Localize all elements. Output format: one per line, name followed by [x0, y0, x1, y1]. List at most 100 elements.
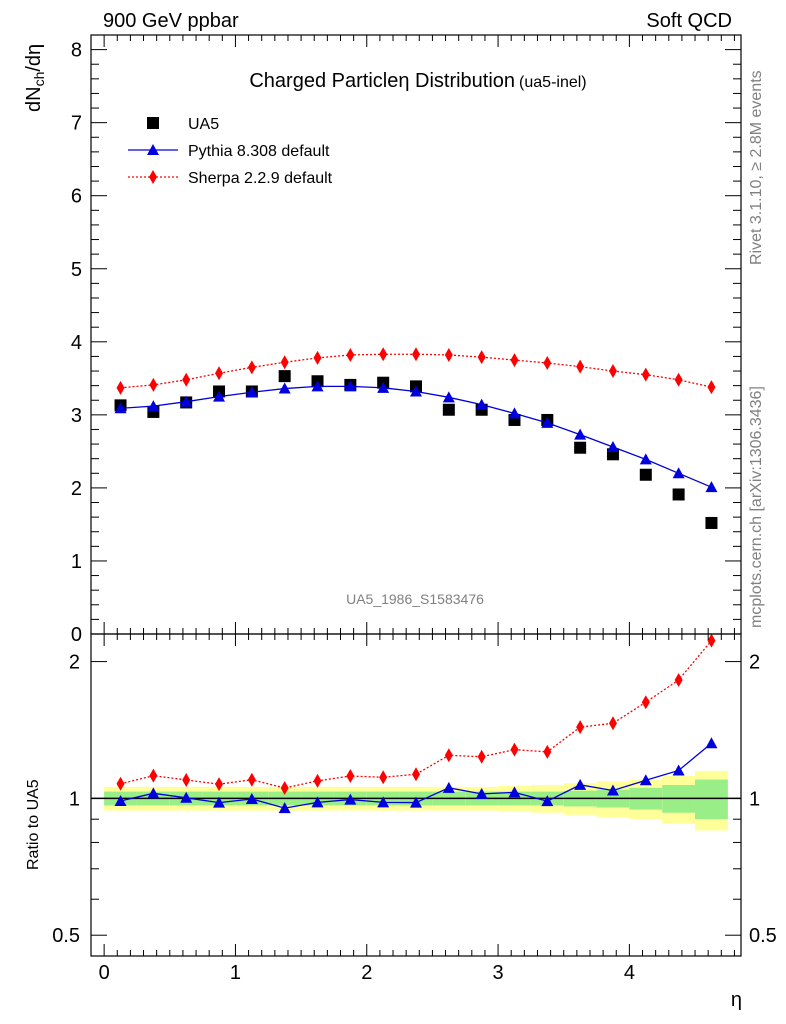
y-tick-label: 7 [71, 113, 82, 135]
mcplots-info: mcplots.cern.ch [arXiv:1306.3436] [748, 386, 765, 628]
point-pythia-main [213, 390, 226, 402]
point-sherpa-ratio [412, 767, 420, 782]
line-sherpa-ratio [120, 640, 712, 789]
point-sherpa-ratio [280, 781, 289, 796]
point-pythia-main [672, 467, 685, 479]
point-pythia-main [180, 395, 193, 407]
point-pythia-ratio [344, 793, 357, 805]
point-sherpa-main [182, 372, 191, 387]
point-sherpa-ratio [182, 772, 191, 787]
y-tick-label: 5 [71, 259, 82, 281]
point-pythia-main [508, 407, 521, 419]
point-sherpa-main [608, 364, 617, 379]
y-tick-label: 1 [71, 551, 82, 573]
point-sherpa-ratio [247, 772, 256, 787]
legend-label-sherpa: Sherpa 2.2.9 default [188, 170, 333, 187]
point-sherpa-main [280, 355, 289, 370]
point-ua5-main [442, 403, 455, 416]
x-tick-label: 2 [361, 962, 372, 984]
point-pythia-ratio [639, 774, 652, 786]
legend-label-pythia: Pythia 8.308 default [188, 143, 330, 160]
point-pythia-main [147, 400, 160, 412]
line-pythia-main [120, 385, 712, 488]
legend: UA5 Pythia 8.308 default Sherpa 2.2.9 de… [128, 116, 333, 187]
chart-subtitle: (ua5-inel) [519, 74, 587, 91]
x-axis-label: η [731, 989, 742, 1011]
x-tick-label: 4 [624, 962, 635, 984]
point-sherpa-main [313, 350, 322, 365]
point-sherpa-ratio [543, 744, 552, 759]
point-pythia-main [114, 402, 127, 414]
ratio-band-inner [695, 779, 728, 820]
point-sherpa-ratio [510, 742, 519, 757]
legend-marker-sherpa [149, 170, 157, 184]
point-sherpa-main [247, 360, 256, 375]
point-sherpa-ratio [674, 672, 683, 687]
point-pythia-ratio [672, 764, 685, 776]
point-pythia-ratio [574, 778, 587, 790]
point-sherpa-ratio [576, 720, 585, 735]
point-pythia-ratio [377, 796, 390, 808]
header-right: Soft QCD [646, 10, 732, 32]
point-sherpa-main [215, 366, 224, 381]
x-tick-label: 1 [230, 962, 241, 984]
point-pythia-ratio [410, 796, 422, 808]
point-pythia-ratio [541, 795, 554, 807]
point-sherpa-main [116, 380, 125, 395]
point-sherpa-main [707, 380, 716, 395]
point-sherpa-ratio [116, 776, 125, 791]
point-sherpa-main [149, 377, 158, 392]
ratio-tick-label-left: 1 [69, 788, 80, 810]
point-pythia-ratio [311, 796, 324, 808]
y-tick-label: 6 [71, 186, 82, 208]
point-sherpa-main [444, 347, 453, 362]
point-sherpa-main [576, 359, 585, 374]
point-pythia-main [245, 386, 258, 398]
point-sherpa-main [674, 372, 683, 387]
point-pythia-main [278, 382, 291, 394]
point-ua5-main [705, 516, 718, 529]
point-ua5-main [639, 468, 652, 481]
point-pythia-ratio [114, 794, 127, 806]
point-pythia-main [574, 428, 587, 440]
y-tick-label: 2 [71, 478, 82, 500]
point-pythia-main [410, 385, 422, 397]
chart-title-main: Charged Particleη Distribution [249, 70, 515, 92]
point-sherpa-main [346, 347, 355, 362]
x-tick-label: 3 [493, 962, 504, 984]
point-sherpa-ratio [149, 768, 158, 783]
point-pythia-main [475, 398, 488, 410]
point-pythia-main [639, 453, 652, 465]
y-tick-label: 3 [71, 405, 82, 427]
point-pythia-ratio [245, 792, 258, 804]
point-sherpa-ratio [215, 777, 224, 792]
point-pythia-ratio [442, 781, 455, 793]
point-sherpa-ratio [444, 748, 453, 763]
point-pythia-ratio [508, 786, 521, 798]
point-pythia-main [344, 380, 357, 392]
point-pythia-ratio [147, 787, 160, 799]
ratio-tick-label-right: 2 [749, 652, 760, 674]
point-ua5-main [672, 488, 685, 501]
ratio-tick-label-right: 1 [749, 788, 760, 810]
point-pythia-main [311, 380, 324, 392]
chart-title: Charged Particleη Distribution (ua5-inel) [249, 70, 586, 92]
point-pythia-ratio [475, 787, 488, 799]
legend-marker-pythia [147, 144, 159, 155]
y-tick-label: 4 [71, 332, 82, 354]
y-tick-label: 0 [71, 624, 82, 646]
point-pythia-ratio [278, 802, 291, 814]
point-sherpa-main [412, 347, 420, 362]
point-pythia-ratio [213, 796, 226, 808]
ratio-tick-label-left: 0.5 [52, 925, 80, 947]
point-pythia-ratio [606, 784, 619, 796]
point-pythia-ratio [180, 791, 193, 803]
point-sherpa-ratio [707, 633, 716, 648]
point-sherpa-main [641, 367, 650, 382]
ratio-frame [90, 633, 742, 957]
point-pythia-main [442, 391, 455, 403]
x-tick-label: 0 [99, 962, 110, 984]
point-ua5-main [278, 370, 291, 383]
point-ua5-main [574, 441, 587, 454]
